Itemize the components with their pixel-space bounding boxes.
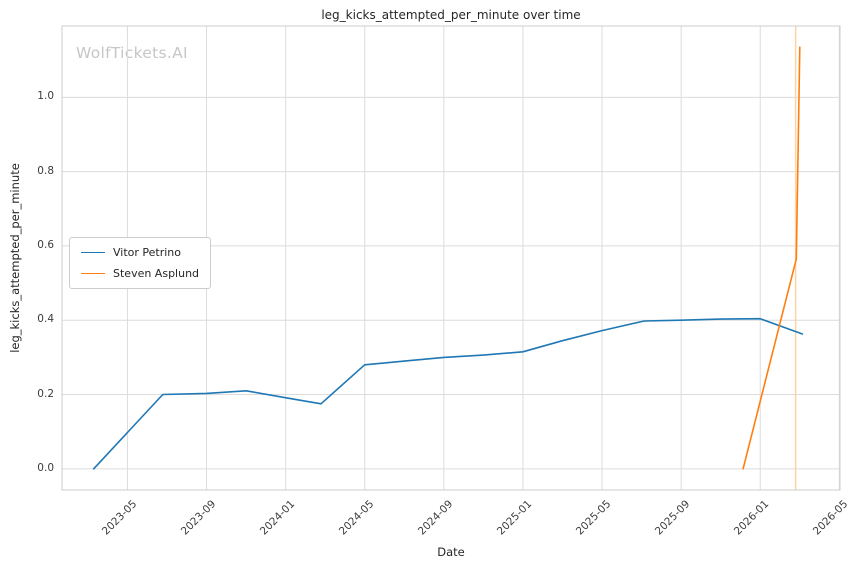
legend-item-steven-asplund: Steven Asplund: [81, 267, 199, 280]
series-line-1: [742, 46, 801, 470]
series-line-0: [92, 317, 804, 470]
legend-label: Steven Asplund: [113, 267, 200, 280]
legend: Vitor Petrino Steven Asplund: [69, 237, 212, 289]
watermark: WolfTickets.AI: [76, 44, 188, 62]
legend-item-vitor-petrino: Vitor Petrino: [81, 246, 199, 259]
x-axis-label: Date: [437, 545, 465, 559]
y-tick-label: 0.2: [37, 387, 54, 400]
y-tick-label: 1.0: [37, 90, 54, 103]
legend-line-sample-orange: [81, 273, 105, 274]
legend-line-sample-blue: [81, 252, 105, 253]
y-tick-label: 0.6: [37, 238, 54, 251]
y-tick-label: 0.8: [37, 164, 54, 177]
legend-label: Vitor Petrino: [113, 246, 182, 259]
plot-border: [61, 25, 841, 491]
y-tick-label: 0.4: [37, 313, 54, 326]
chart-title: leg_kicks_attempted_per_minute over time: [321, 8, 581, 22]
y-tick-label: 0.0: [37, 461, 54, 474]
